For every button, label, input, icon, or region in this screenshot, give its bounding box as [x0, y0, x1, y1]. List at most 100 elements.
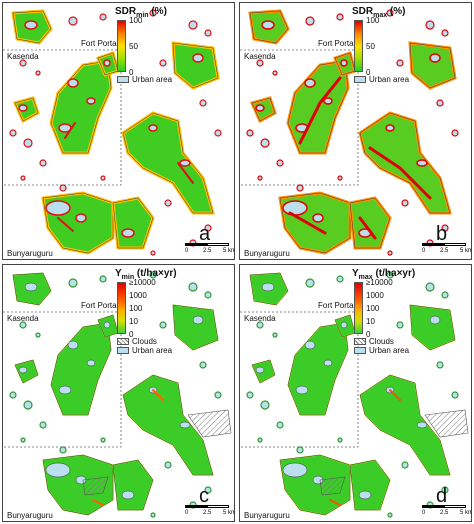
- small-urban-patch: [204, 486, 212, 494]
- scale-label: 5 km: [460, 248, 472, 254]
- landform-outline: [349, 459, 391, 511]
- landform-outline: [50, 322, 112, 416]
- urban-swatch: [117, 76, 129, 83]
- small-urban-patch: [159, 321, 167, 329]
- legend-title-main: Y: [115, 268, 122, 279]
- landform-south-east: [349, 459, 391, 511]
- landform-outline: [122, 112, 214, 214]
- scale-label: 2.5: [440, 510, 449, 516]
- small-urban-patch: [35, 332, 41, 338]
- legend-tick-label: 0: [366, 330, 371, 339]
- small-urban-patch: [23, 400, 33, 410]
- landform-south-east: [348, 196, 392, 250]
- scale-label: 0: [185, 248, 189, 254]
- small-urban-patch: [305, 16, 315, 26]
- legend-title-unit: (t/ha×yr): [134, 268, 177, 279]
- landform-outline: [409, 42, 456, 89]
- color-ramp: [117, 20, 126, 72]
- small-urban-patch: [436, 99, 444, 107]
- landform-outline: [172, 304, 219, 351]
- legend-tick-label: 1000: [366, 291, 384, 300]
- panel-letter: b: [436, 223, 448, 245]
- scale-segment: [185, 505, 207, 508]
- small-urban-patch: [451, 391, 459, 399]
- landform-south-east: [111, 196, 155, 250]
- landform-outline: [112, 197, 154, 249]
- landform-outline: [251, 359, 276, 384]
- legend-title: Ymin (t/ha×yr): [115, 268, 177, 281]
- small-urban-patch: [100, 175, 106, 181]
- urban-area: [121, 228, 135, 238]
- erosion-hotspot: [92, 499, 104, 506]
- urban-swatch: [117, 347, 129, 354]
- erosion-hotspot: [177, 162, 194, 184]
- small-urban-patch: [150, 250, 156, 256]
- label-kasenda: Kasenda: [244, 314, 276, 323]
- landform-outline: [249, 272, 289, 306]
- panel-letter: c: [199, 485, 209, 507]
- legend-title-main: Y: [352, 268, 359, 279]
- urban-area: [18, 366, 28, 374]
- legend-title-sub: min: [121, 274, 135, 281]
- small-urban-patch: [396, 59, 404, 67]
- small-urban-patch: [276, 159, 284, 167]
- small-urban-patch: [204, 291, 212, 299]
- small-urban-patch: [59, 184, 67, 192]
- legend: Ymin (t/ha×yr) ≥10000 1000 100 10 0 Clouds Urba…: [115, 268, 177, 355]
- landform-west-ridge: [50, 322, 112, 416]
- urban-area: [103, 321, 111, 329]
- urban-area: [416, 159, 428, 167]
- landform-east-block: [171, 41, 220, 90]
- small-urban-patch: [23, 138, 33, 148]
- small-urban-patch: [441, 486, 449, 494]
- small-urban-patch: [199, 99, 207, 107]
- scale-segment: [185, 243, 207, 246]
- landform-outline: [287, 60, 349, 154]
- urban-area: [103, 59, 111, 67]
- map-canvas: [240, 271, 469, 518]
- label-kasenda: Kasenda: [7, 52, 39, 61]
- urban-area: [312, 213, 324, 223]
- legend: SDRmax (%) 100 50 0 Urban area: [352, 6, 409, 84]
- label-fort-portal: Fort Portal: [81, 301, 119, 310]
- color-ramp: [354, 282, 363, 334]
- urban-area: [75, 213, 87, 223]
- scale-label: 5 km: [460, 510, 472, 516]
- legend-tick-label: 100: [366, 16, 380, 25]
- legend: Ymax (t/ha×yr) ≥10000 1000 100 10 0 Clouds Urba…: [352, 268, 416, 355]
- small-urban-patch: [99, 13, 107, 21]
- scale-label: 0: [422, 248, 426, 254]
- legend-title-unit: (t/ha×yr): [372, 268, 416, 279]
- legend-tick-label: 100: [129, 16, 143, 25]
- scale-segment: [207, 505, 229, 508]
- landform-west-ridge: [287, 322, 349, 416]
- urban-area: [67, 78, 79, 88]
- urban-area: [385, 124, 395, 132]
- label-bunyaruguru: Bunyaruguru: [244, 511, 290, 520]
- legend-tick-label: ≥10000: [366, 278, 393, 287]
- urban-area: [18, 104, 28, 112]
- legend-tick-label: 1000: [129, 291, 147, 300]
- clouds-label: Clouds: [369, 337, 394, 346]
- small-urban-patch: [20, 437, 26, 443]
- small-urban-patch: [441, 291, 449, 299]
- scale-label: 2.5: [203, 248, 212, 254]
- label-fort-portal: Fort Portal: [318, 301, 356, 310]
- small-urban-patch: [396, 321, 404, 329]
- urban-area: [86, 97, 96, 105]
- panel-letter: a: [199, 223, 211, 245]
- legend-tick-label: 50: [366, 42, 375, 51]
- small-urban-patch: [386, 271, 394, 279]
- clouds-swatch: [354, 338, 366, 345]
- urban-area: [179, 159, 191, 167]
- urban-area: [282, 462, 308, 478]
- small-urban-patch: [387, 512, 393, 518]
- landform-outline: [112, 459, 154, 511]
- small-urban-patch: [425, 20, 435, 30]
- legend-title: SDRmin (%): [115, 6, 167, 19]
- small-urban-patch: [425, 282, 435, 292]
- urban-label: Urban area: [369, 75, 410, 84]
- small-urban-patch: [204, 29, 212, 37]
- urban-label: Urban area: [369, 346, 410, 355]
- small-urban-patch: [39, 159, 47, 167]
